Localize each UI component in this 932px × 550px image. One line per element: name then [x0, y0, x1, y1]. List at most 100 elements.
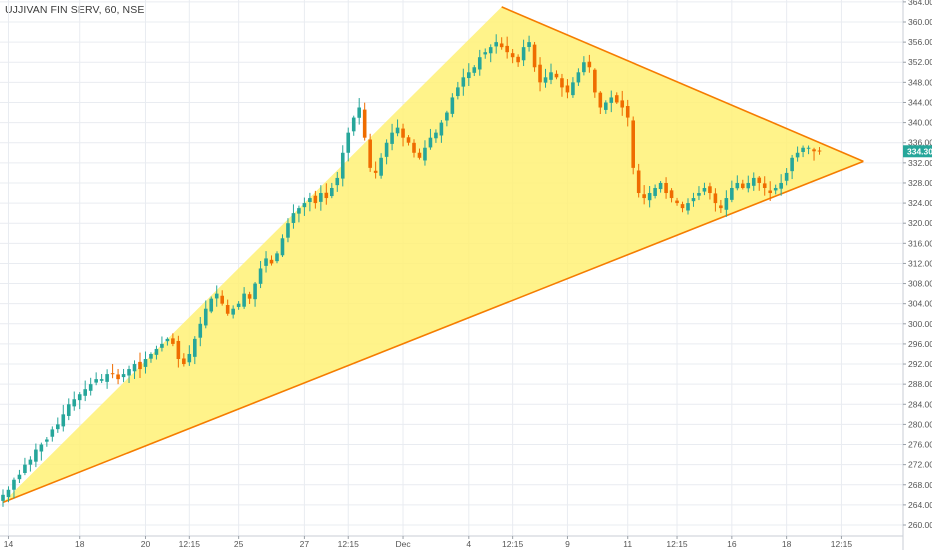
candle	[406, 135, 411, 146]
candle	[236, 301, 241, 310]
candle-body	[653, 187, 657, 196]
candle	[6, 486, 11, 503]
candle-body	[576, 72, 581, 83]
time-axis[interactable]: 14 18 20 12:15 25 27 12:15 Dec 4 12:15 9 11 12:15 16 1…	[0, 535, 903, 549]
candle	[247, 291, 252, 305]
price-tick-label: 360.00	[908, 17, 932, 27]
candle	[439, 120, 444, 143]
candle	[510, 48, 515, 64]
candle	[719, 199, 723, 213]
candle	[806, 145, 811, 155]
candle-body	[247, 294, 252, 299]
price-tick-label: 364.00	[908, 0, 932, 7]
candle	[784, 168, 789, 186]
time-tick-label: 18	[782, 539, 792, 549]
candle-body	[664, 182, 668, 194]
candle-body	[88, 384, 93, 391]
time-tick-label: 16	[727, 539, 737, 549]
candle-body	[236, 303, 241, 307]
candle-body	[423, 147, 427, 161]
support-trendline[interactable]	[2, 160, 864, 504]
candle	[565, 79, 570, 99]
candle-body	[817, 150, 822, 152]
candle	[362, 102, 367, 141]
candle-body	[116, 374, 120, 380]
candle-body	[768, 190, 772, 194]
candle-body	[384, 142, 389, 157]
candle	[680, 201, 685, 213]
candle	[275, 251, 279, 264]
candle	[253, 281, 257, 307]
candle-body	[532, 44, 537, 68]
candle-body	[516, 56, 520, 63]
candle-body	[198, 323, 203, 338]
candle-body	[434, 132, 438, 139]
candle-body	[1, 494, 5, 501]
candle-body	[439, 122, 444, 136]
candle	[751, 172, 756, 191]
candle-body	[258, 268, 263, 284]
candle	[198, 316, 203, 347]
candle-body	[488, 47, 493, 54]
candle	[735, 175, 740, 191]
candle	[746, 175, 751, 193]
candle	[308, 192, 312, 212]
candle-body	[368, 139, 372, 168]
candle-body	[324, 192, 329, 199]
candle	[56, 417, 60, 433]
candle-body	[784, 172, 789, 181]
candle	[203, 300, 208, 329]
candle	[691, 192, 696, 207]
candle-body	[373, 170, 378, 173]
candle	[456, 81, 460, 100]
price-axis[interactable]: 260.00 264.00 268.00 272.00 276.00 280.00 284.…	[902, 0, 932, 550]
candle-body	[319, 193, 323, 202]
candle	[258, 261, 263, 289]
candle	[176, 335, 181, 368]
candle	[116, 368, 120, 385]
candle	[686, 198, 690, 215]
candle-body	[735, 182, 740, 189]
candle	[587, 54, 592, 73]
candle	[620, 90, 625, 116]
candle	[346, 127, 351, 162]
candle-body	[110, 373, 115, 375]
candle	[17, 469, 22, 483]
last-price-text: 334.30	[907, 146, 932, 156]
candle-body	[554, 73, 559, 78]
candle-body	[253, 283, 257, 300]
candle-body	[291, 213, 296, 223]
candle-body	[165, 338, 170, 342]
candle-body	[171, 338, 175, 344]
resistance-trendline[interactable]	[501, 6, 864, 163]
candle	[598, 91, 603, 115]
price-tick-label: 324.00	[908, 198, 932, 208]
candle	[812, 147, 816, 161]
candle-body	[686, 203, 690, 211]
candle-body	[121, 374, 126, 378]
candle	[543, 68, 548, 88]
price-tick-label: 344.00	[908, 97, 932, 107]
candle	[319, 185, 323, 211]
candle	[434, 129, 438, 143]
candle-body	[34, 449, 38, 462]
last-price-badge	[903, 145, 932, 158]
candle-body	[724, 198, 729, 210]
candle	[702, 182, 707, 196]
candle	[653, 184, 657, 199]
candle-body	[505, 45, 509, 53]
candle	[379, 153, 383, 179]
candle	[99, 373, 104, 384]
candle-body	[143, 359, 148, 367]
candle	[225, 299, 230, 316]
candle-body	[17, 474, 22, 480]
candle-body	[330, 187, 334, 197]
candle	[669, 188, 674, 203]
candle-body	[746, 182, 751, 189]
candle-body	[149, 353, 153, 359]
price-tick-label: 280.00	[908, 419, 932, 429]
candle	[88, 377, 93, 396]
candle-body	[631, 120, 635, 168]
